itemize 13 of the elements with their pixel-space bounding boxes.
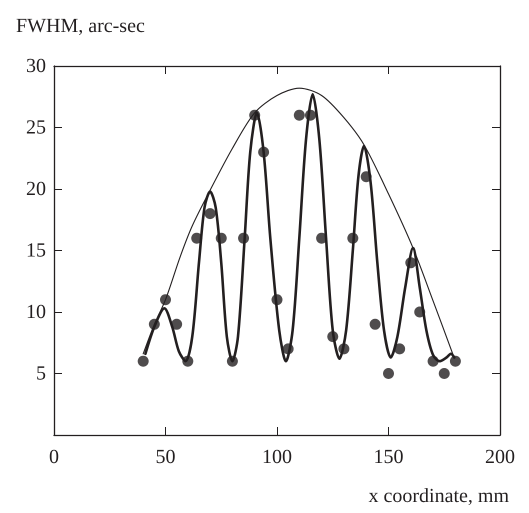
x-tick-label: 0: [49, 446, 59, 468]
y-tick-label: 15: [26, 240, 46, 262]
y-tick-label: 20: [26, 178, 46, 200]
y-tick-label: 10: [26, 301, 46, 323]
x-tick-label: 50: [156, 446, 176, 468]
y-tick-label: 25: [26, 116, 46, 138]
y-tick-label: 5: [36, 362, 46, 384]
x-tick-label: 150: [374, 446, 404, 468]
x-tick-label: 200: [485, 446, 515, 468]
x-tick-label: 100: [262, 446, 292, 468]
y-tick-label: 30: [26, 55, 46, 77]
y-axis-title: FWHM, arc-sec: [16, 15, 145, 37]
x-axis-title: x coordinate, mm: [368, 485, 510, 507]
